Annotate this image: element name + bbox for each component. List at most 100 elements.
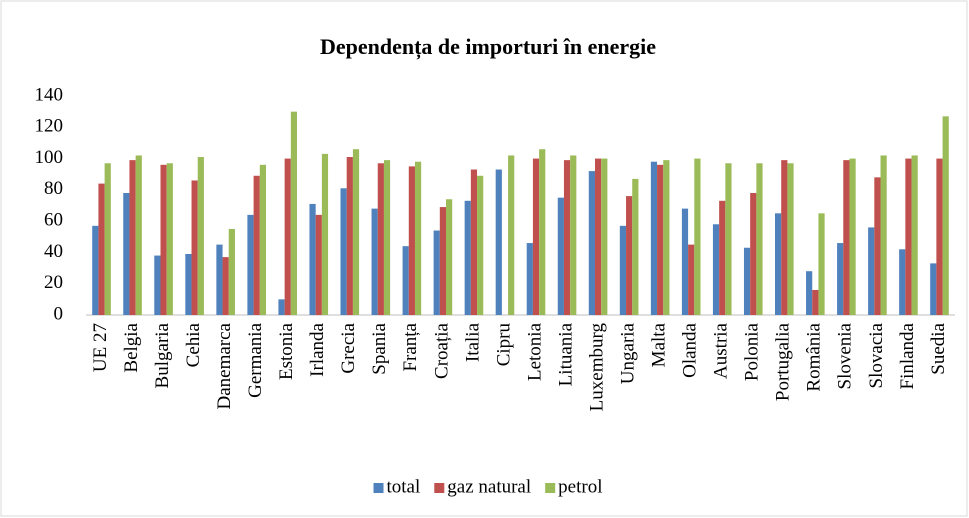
bar	[408, 166, 415, 315]
bar	[588, 171, 595, 315]
y-tick-label: 140	[35, 84, 64, 105]
bar	[433, 230, 440, 315]
x-tick-label: Ungaria	[617, 322, 638, 384]
x-tick-label: Cipru	[493, 323, 514, 367]
bar	[874, 177, 881, 315]
bar	[688, 244, 695, 315]
x-tick-label: Letonia	[524, 322, 545, 381]
bar	[98, 183, 105, 315]
legend-label: total	[387, 476, 421, 497]
y-tick-label: 80	[44, 178, 63, 199]
x-tick-label: România	[804, 322, 825, 391]
bar	[868, 227, 875, 315]
bar	[936, 158, 943, 315]
x-tick-label: Italia	[462, 322, 483, 362]
bar	[439, 207, 447, 315]
bar	[601, 158, 608, 315]
bar	[880, 155, 887, 315]
bar	[315, 214, 322, 315]
bar	[743, 247, 751, 315]
x-tick-label: Cehia	[183, 322, 204, 367]
bar	[750, 192, 757, 315]
bar	[681, 208, 689, 315]
bar	[539, 149, 546, 315]
bar	[843, 160, 850, 315]
x-tick-label: Grecia	[338, 322, 359, 373]
bar	[812, 289, 819, 315]
bar	[446, 199, 453, 315]
bar	[899, 249, 906, 315]
bar	[632, 178, 639, 315]
bar	[818, 213, 825, 315]
bar	[216, 244, 223, 315]
bar	[383, 160, 391, 315]
bar	[619, 225, 627, 315]
x-tick-label: Croația	[431, 322, 452, 378]
x-tick-label: Bulgaria	[152, 322, 173, 388]
bar	[129, 160, 136, 315]
y-tick-label: 20	[44, 272, 63, 293]
bar	[371, 208, 378, 315]
bar	[185, 253, 192, 315]
x-tick-label: Malta	[649, 322, 670, 367]
bar	[135, 155, 142, 315]
bar	[464, 200, 471, 315]
x-tick-label: Austria	[711, 322, 732, 379]
legend-swatch	[373, 483, 384, 493]
bar	[787, 163, 794, 315]
x-tick-label: Spania	[369, 322, 390, 374]
bar	[911, 155, 918, 315]
bar	[166, 163, 173, 315]
bar	[694, 158, 701, 315]
x-tick-label: Lituania	[555, 322, 576, 386]
x-tick-label: Olanda	[680, 322, 701, 377]
bar	[930, 263, 937, 315]
bar	[526, 243, 533, 315]
bar	[309, 203, 316, 315]
bar	[160, 164, 167, 315]
bar	[197, 157, 204, 315]
bar	[352, 149, 360, 315]
bar	[557, 197, 564, 315]
bar	[719, 200, 726, 315]
x-tick-label: Germania	[245, 322, 266, 397]
bar	[849, 158, 856, 315]
bar	[278, 299, 285, 315]
bar	[191, 180, 198, 315]
bar	[340, 188, 347, 315]
x-tick-label: Danemarca	[214, 322, 235, 409]
bar	[477, 175, 484, 315]
bar	[104, 163, 111, 315]
legend-label: petrol	[558, 476, 602, 497]
bar	[712, 224, 720, 315]
y-tick-label: 120	[35, 116, 64, 137]
chart-title: Dependența de importuri în energie	[320, 34, 656, 60]
y-tick-label: 40	[44, 241, 63, 262]
x-tick-label: Franța	[400, 322, 421, 371]
x-tick-label: Belgia	[121, 322, 142, 372]
bar	[247, 214, 254, 315]
x-tick-label: Irlanda	[307, 322, 328, 376]
bar	[470, 169, 478, 315]
bar	[414, 161, 422, 315]
bar	[905, 158, 912, 315]
bar	[781, 160, 788, 315]
bar	[321, 153, 329, 315]
bar	[563, 160, 571, 315]
bar	[775, 213, 782, 315]
bar	[123, 192, 130, 315]
bar	[806, 271, 813, 315]
y-tick-label: 0	[54, 303, 64, 324]
legend-swatch	[434, 483, 445, 493]
x-tick-label: Slovenia	[835, 322, 856, 389]
x-tick-label: Suedia	[928, 322, 949, 374]
bar	[657, 164, 664, 315]
bar	[495, 169, 502, 315]
bar	[377, 163, 384, 315]
x-tick-label: Portugalia	[773, 322, 794, 401]
bar	[650, 161, 658, 315]
bar	[570, 155, 577, 315]
bar	[222, 257, 229, 315]
x-tick-label: Estonia	[276, 322, 297, 380]
x-tick-label: UE 27	[90, 323, 111, 372]
